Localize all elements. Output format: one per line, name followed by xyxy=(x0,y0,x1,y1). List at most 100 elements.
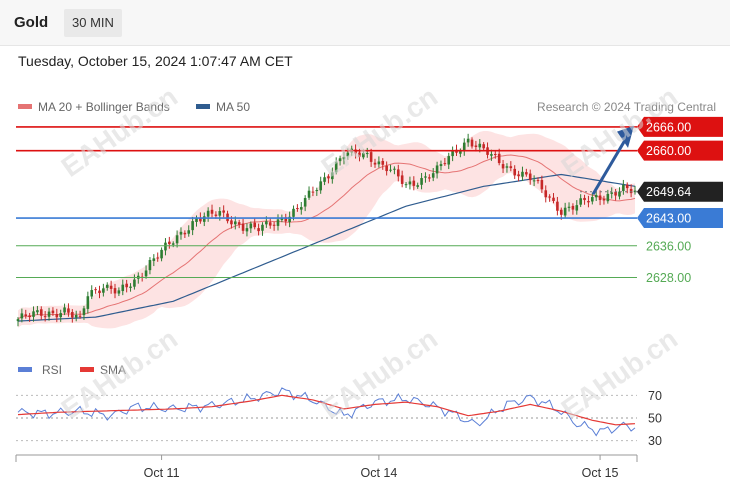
candle-body xyxy=(199,217,202,222)
chart-datetime: Tuesday, October 15, 2024 1:07:47 AM CET xyxy=(18,53,293,69)
candle-body xyxy=(183,232,187,235)
arrow-head xyxy=(617,125,634,148)
candle-body xyxy=(249,223,253,229)
legend-swatch-ma50 xyxy=(196,104,210,109)
candle-body xyxy=(377,161,381,165)
candle-body xyxy=(389,169,392,171)
candle-body xyxy=(625,184,629,189)
candle-body xyxy=(234,221,237,225)
candle-body xyxy=(125,283,128,288)
candle-body xyxy=(296,208,299,210)
level-label: 2636.00 xyxy=(646,239,691,253)
candle-body xyxy=(505,166,509,168)
candle-body xyxy=(490,154,493,156)
candle-body xyxy=(381,160,385,165)
candle-body xyxy=(218,211,222,216)
candle-body xyxy=(478,143,482,148)
candle-body xyxy=(610,192,614,194)
candle-body xyxy=(567,206,571,208)
candle-body xyxy=(606,193,610,202)
candle-body xyxy=(16,319,20,322)
candle-body xyxy=(536,180,540,182)
projection-arrow xyxy=(591,136,629,196)
candle-body xyxy=(121,284,125,292)
candle-body xyxy=(105,284,109,288)
candle-body xyxy=(470,139,474,147)
candle-body xyxy=(191,221,194,231)
candle-body xyxy=(439,164,443,167)
candle-body xyxy=(587,200,590,203)
candle-body xyxy=(575,205,579,211)
candle-body xyxy=(24,314,28,316)
candle-body xyxy=(117,290,121,294)
candle-body xyxy=(420,178,423,185)
candle-body xyxy=(396,169,400,177)
timeframe-button[interactable]: 30 MIN xyxy=(64,9,122,37)
candle-body xyxy=(408,181,412,185)
candle-body xyxy=(280,218,284,221)
candle-body xyxy=(307,190,311,198)
candle-body xyxy=(342,156,346,160)
candle-body xyxy=(230,220,233,225)
candle-body xyxy=(164,242,167,251)
candle-body xyxy=(373,162,377,165)
candle-body xyxy=(497,153,501,164)
candle-body xyxy=(206,210,210,217)
candle-body xyxy=(55,313,59,318)
candle-body xyxy=(299,207,303,210)
candle-body xyxy=(175,235,179,244)
candle-body xyxy=(400,175,404,184)
rsi-tick-label: 30 xyxy=(648,434,662,448)
candle-body xyxy=(334,161,338,173)
candle-body xyxy=(532,180,536,182)
candle-body xyxy=(28,315,31,318)
candle-body xyxy=(86,296,90,309)
candle-body xyxy=(482,144,485,149)
candle-body xyxy=(591,197,594,202)
rsi-line xyxy=(17,387,636,437)
candle-body xyxy=(71,312,74,318)
candle-body xyxy=(346,152,350,157)
level-label: 2649.64 xyxy=(646,185,691,199)
legend-swatch-sma xyxy=(80,367,94,372)
candle-body xyxy=(365,153,369,155)
candle-body xyxy=(315,190,319,192)
candle-body xyxy=(563,207,567,216)
candle-body xyxy=(292,208,295,217)
candle-body xyxy=(253,222,257,228)
candle-body xyxy=(583,197,586,201)
candle-body xyxy=(222,210,225,213)
candle-body xyxy=(521,171,524,177)
level-label: 2660.00 xyxy=(646,144,691,158)
candle-body xyxy=(32,311,35,317)
candle-body xyxy=(144,270,148,277)
candle-body xyxy=(94,289,97,291)
candle-body xyxy=(202,216,206,222)
candle-body xyxy=(544,190,548,198)
candle-body xyxy=(160,249,163,259)
candle-body xyxy=(63,307,66,313)
ma20-line xyxy=(17,154,636,320)
candle-body xyxy=(171,243,175,245)
watermark: EAHub.cn xyxy=(316,323,443,425)
rsi-tick-label: 50 xyxy=(648,412,662,426)
x-tick-label: Oct 15 xyxy=(582,466,619,480)
candle-body xyxy=(303,198,307,207)
candle-body xyxy=(474,145,478,148)
candle-body xyxy=(462,142,466,151)
candle-body xyxy=(82,308,86,316)
ma50-line xyxy=(17,173,636,322)
candle-body xyxy=(517,174,520,177)
candle-body xyxy=(284,217,288,222)
candle-body xyxy=(327,176,330,179)
watermark: EAHub.cn xyxy=(556,323,683,425)
candle-body xyxy=(556,201,559,211)
level-label: 2643.00 xyxy=(646,212,691,226)
candle-body xyxy=(362,153,365,158)
candle-body xyxy=(257,228,260,232)
candle-body xyxy=(443,163,447,165)
candle-body xyxy=(540,180,544,190)
candle-body xyxy=(187,230,191,234)
level-tag-support xyxy=(637,208,723,229)
candle-body xyxy=(59,313,62,318)
